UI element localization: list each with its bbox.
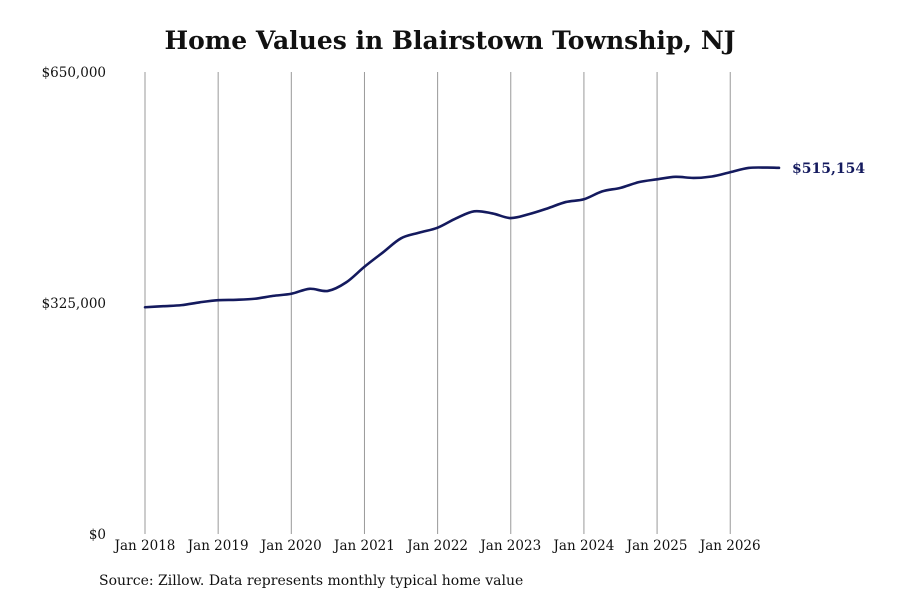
x-tick-label: Jan 2020	[259, 538, 322, 554]
series-layer	[145, 167, 779, 307]
series-line	[145, 167, 779, 307]
source-note: Source: Zillow. Data represents monthly …	[99, 573, 523, 589]
y-tick-label: $325,000	[42, 296, 106, 312]
x-tick-label: Jan 2024	[552, 538, 615, 554]
x-tick-label: Jan 2023	[478, 538, 541, 554]
y-axis-ticks: $0 $325,000 $650,000	[42, 65, 106, 543]
x-tick-label: Jan 2021	[332, 538, 395, 554]
x-tick-label: Jan 2018	[113, 538, 176, 554]
x-tick-label: Jan 2025	[625, 538, 688, 554]
x-axis-ticks: Jan 2018 Jan 2019 Jan 2020 Jan 2021 Jan 2022…	[113, 538, 761, 554]
y-tick-label: $650,000	[42, 65, 106, 81]
annotations: $515,154	[792, 161, 865, 177]
y-tick-label: $0	[89, 527, 106, 543]
x-tick-label: Jan 2019	[186, 538, 249, 554]
x-tick-label: Jan 2022	[405, 538, 468, 554]
x-tick-label: Jan 2026	[698, 538, 761, 554]
grid-lines	[145, 72, 730, 534]
end-value-label: $515,154	[792, 161, 865, 177]
